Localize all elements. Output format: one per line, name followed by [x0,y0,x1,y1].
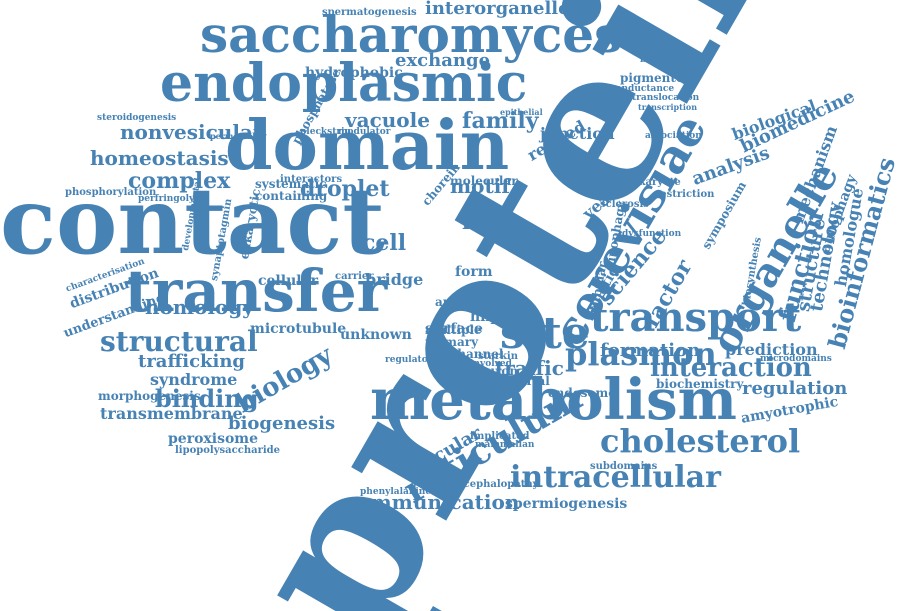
word-eukaryote: eukaryote [625,177,681,188]
word-trafficking: trafficking [138,351,246,372]
word-nonvesicular: nonvesicular [120,120,264,144]
word-regulator: regulator [385,355,433,365]
word-intracellular: intracellular [510,460,721,495]
word-saccharomyces: saccharomyces [200,5,623,64]
word-systematic: systematic [255,177,327,191]
word-channel: channel [450,347,504,361]
word-bisphosphate: bisphosphate [640,55,708,65]
word-endoplasmic: endoplasmic [160,53,528,114]
word-complex: complex [128,168,231,194]
word-surface: surface [425,321,483,337]
word-biochemistry: biochemistry [656,377,744,391]
word-molecular: molecular [450,174,518,188]
word-motif: motif [450,174,510,198]
word-tether: tether [518,239,560,253]
word-anchor: anchor [435,295,482,309]
word-steroidogenesis: steroidogenesis [97,113,177,123]
word-unknown: unknown [340,327,412,343]
word-restriction: restriction [655,189,715,200]
word-implicated: implicated [470,431,530,442]
word-dysfunction: dysfunction [622,229,682,239]
word-structural: structural [100,325,258,358]
word-starkin: starkin [478,351,518,362]
word-spermatogenesis: spermatogenesis [322,7,417,18]
word-mammalian: mammalian [475,440,535,450]
word-morphogenesis: morphogenesis [98,389,201,403]
word-biogenesis: biogenesis [228,413,336,434]
word-pleckstrin: pleckstrin [300,127,352,137]
word-multiple: multiple [425,323,482,337]
word-exchange: exchange [395,50,491,71]
word-association: association [645,131,702,141]
word-cellular: cellular [258,273,319,289]
word-transfer: transfer [125,257,388,325]
word-hydrophobic: hydrophobic [305,65,403,81]
word-bacterial: bacterial [490,374,550,388]
word-modulator: modulator [338,127,391,137]
word-carrier: carrier [335,271,374,282]
word-epithelial: epithelial [500,107,543,117]
word-communication: communication [345,490,520,514]
word-permeability: permeability [210,131,267,141]
word-hhpred: hhpred [470,309,527,325]
word-spermiogenesis: spermiogenesis [505,496,628,512]
word-lipid: lipid [462,210,513,234]
word-interorganelle: interorganelle [425,0,570,19]
word-domain: domain [225,106,510,186]
word-microtubule: microtubule [250,321,347,337]
word-lipopolysaccharide: lipopolysaccharide [175,445,280,456]
word-form: form [455,264,493,280]
word-formation: formation [600,340,701,361]
word-cholesterol: cholesterol [600,422,801,460]
word-encephalopathy: encephalopathy [450,479,539,490]
word-junction: junction [540,124,615,143]
word-interactors: interactors [280,174,343,185]
word-translocation: translocation [632,93,700,103]
word-contact: contact [0,167,385,275]
word-cilium: cilium [540,249,576,260]
word-subdomains: subdomains [590,461,658,472]
word-sclerosis: sclerosis [600,199,649,210]
word-pigmentosa: pigmentosa [620,71,699,85]
word-interaction: interaction [650,353,812,383]
word-enzyme: enzyme [580,184,623,195]
word-plasmon: plasmon [565,335,717,373]
word-homeostasis: homeostasis [90,146,229,170]
word-neuron: neuron [470,364,519,378]
word-conductance: conductance [610,84,675,94]
word-cell: cell [362,230,407,256]
word-polarity: polarity [570,174,614,185]
word-phenylalanine: phenylalanine [360,487,432,497]
word-metabolism: metabolism [370,367,737,433]
word-regulation: regulation [742,378,848,399]
word-transmembrane: transmembrane [100,404,243,423]
word-droplet: droplet [300,176,390,202]
word-peroxisome: peroxisome [168,431,259,447]
word-family: family [462,108,539,134]
word-syndrome: syndrome [150,370,238,389]
word-involved: involved [470,359,512,369]
word-site: site [500,308,590,359]
word-primary: primary [425,335,479,349]
word-microdomains: microdomains [760,354,832,364]
word-bridge: bridge [365,270,424,289]
word-transport: transport [590,294,802,341]
word-perfringolysin: perfringolysin [138,194,210,204]
word-containing: containing [255,189,328,203]
word-homology: homology [145,295,254,319]
word-vacuole: vacuole [345,108,430,132]
word-prediction: prediction [725,340,818,359]
word-binding: binding [155,384,259,413]
word-phosphorylation: phosphorylation [65,187,157,198]
word-transcription: transcription [638,102,698,112]
word-endosome: endosome [548,386,616,400]
word-traffic: traffic [495,356,564,380]
